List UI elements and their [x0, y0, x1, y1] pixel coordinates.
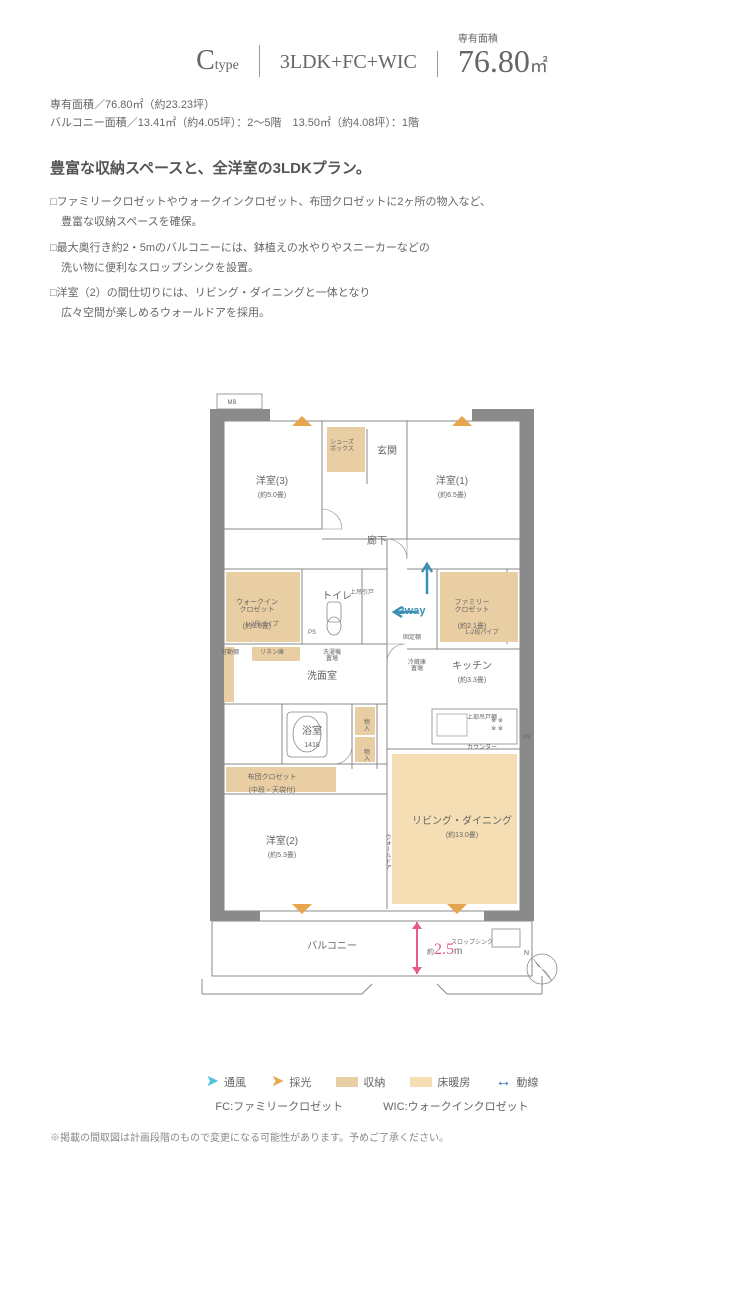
feature-item: □洋室（2）の間仕切りには、リビング・ダイニングと一体となり 広々空間が楽しめる…	[50, 284, 694, 324]
svg-text:ウォールドア: ウォールドア	[384, 834, 391, 870]
svg-text:※ ※: ※ ※	[491, 725, 503, 732]
svg-text:(約2.1畳): (約2.1畳)	[458, 621, 486, 630]
svg-text:シューズボックス: シューズボックス	[330, 438, 354, 453]
legend-item: ↔ 動線	[495, 1074, 538, 1090]
type-letter: C	[196, 45, 215, 76]
svg-text:PS: PS	[308, 630, 316, 636]
svg-text:布団クロゼット: 布団クロゼット	[248, 772, 297, 781]
svg-text:バルコニー: バルコニー	[307, 940, 357, 952]
svg-text:固定棚: 固定棚	[403, 633, 421, 641]
svg-text:1418: 1418	[304, 742, 320, 749]
layout-code: 3LDK+FC+WIC	[280, 51, 438, 77]
svg-text:廊下: 廊下	[367, 534, 387, 547]
svg-text:MB: MB	[228, 400, 237, 406]
svg-text:物入: 物入	[364, 718, 370, 733]
legend-icon: ➤	[271, 1077, 284, 1087]
svg-text:上部吊戸棚: 上部吊戸棚	[467, 713, 497, 721]
legend-label: 動線	[516, 1074, 538, 1090]
svg-text:カウンター: カウンター	[467, 743, 497, 751]
svg-text:上吊引戸: 上吊引戸	[350, 588, 374, 596]
svg-text:リビング・ダイニング: リビング・ダイニング	[412, 814, 512, 827]
svg-text:洋室(3): 洋室(3)	[256, 474, 288, 487]
legend-sub: FC:ファミリークロゼット WIC:ウォークインクロゼット	[50, 1098, 694, 1114]
legend-icon	[410, 1077, 432, 1087]
svg-text:洗面室: 洗面室	[307, 669, 337, 682]
legend-item: 床暖房	[410, 1074, 470, 1090]
area-block: 専有面積 76.80㎡	[458, 30, 548, 77]
specs: 専有面積／76.80㎡（約23.23坪） バルコニー面積／13.41㎡（約4.0…	[50, 97, 694, 132]
legend-item: ➤ 通風	[206, 1074, 246, 1090]
svg-text:トイレ: トイレ	[322, 591, 352, 602]
svg-text:(約3.3畳): (約3.3畳)	[458, 675, 486, 684]
svg-text:2way: 2way	[399, 605, 427, 617]
svg-text:(約13.0畳): (約13.0畳)	[446, 830, 478, 839]
legend-item: 収納	[336, 1074, 385, 1090]
svg-text:(中段・天袋付): (中段・天袋付)	[249, 785, 296, 794]
disclaimer: ※掲載の間取図は計画段階のもので変更になる可能性があります。予めご了承ください。	[50, 1129, 694, 1144]
svg-text:スロップシンク: スロップシンク	[451, 939, 493, 946]
feature-item: □最大奥行き約2・5mのバルコニーには、鉢植えの水やりやスニーカーなどの 洗い物…	[50, 239, 694, 279]
legend-label: 通風	[224, 1074, 246, 1090]
svg-text:キッチン: キッチン	[452, 660, 492, 672]
svg-text:N: N	[524, 950, 529, 957]
svg-text:洋室(1): 洋室(1)	[436, 474, 468, 487]
type-label: Ctype	[196, 45, 260, 77]
svg-text:浴室: 浴室	[302, 724, 322, 737]
svg-text:リネン庫: リネン庫	[260, 648, 284, 656]
legend-label: 採光	[289, 1074, 311, 1090]
svg-text:物入: 物入	[364, 748, 370, 763]
area-value: 76.80㎡	[458, 45, 548, 77]
svg-text:玄関: 玄関	[377, 444, 397, 457]
legend-label: 床暖房	[437, 1074, 470, 1090]
legend-label: 収納	[363, 1074, 385, 1090]
area-unit: ㎡	[530, 56, 548, 76]
svg-text:洋室(2): 洋室(2)	[266, 834, 298, 847]
features: □ファミリークロゼットやウォークインクロゼット、布団クロゼットに2ヶ所の物入など…	[50, 193, 694, 324]
floorplan-diagram: ※ ※※ ※N洋室(3)(約5.0畳)洋室(1)(約6.5畳)玄関廊下ウォークイ…	[162, 354, 582, 1054]
svg-text:PS: PS	[523, 735, 531, 741]
legend-icon	[336, 1077, 358, 1087]
legend-icon: ↔	[495, 1077, 511, 1087]
svg-text:ファミリークロゼット: ファミリークロゼット	[455, 598, 490, 614]
svg-text:L-2段パイプ: L-2段パイプ	[466, 628, 499, 636]
legend-icon: ➤	[206, 1077, 219, 1087]
svg-text:可動棚: 可動棚	[221, 648, 239, 656]
svg-text:L-2段パイプ: L-2段パイプ	[246, 620, 279, 628]
legend-item: ➤ 採光	[271, 1074, 311, 1090]
header: Ctype 3LDK+FC+WIC 専有面積 76.80㎡	[50, 30, 694, 77]
svg-text:(約5.0畳): (約5.0畳)	[258, 490, 286, 499]
legend-sub-item: WIC:ウォークインクロゼット	[383, 1098, 528, 1114]
spec-line-1: 専有面積／76.80㎡（約23.23坪）	[50, 97, 694, 115]
svg-text:(約5.3畳): (約5.3畳)	[268, 850, 296, 859]
legend: ➤ 通風 ➤ 採光 収納 床暖房 ↔ 動線	[50, 1074, 694, 1090]
type-suffix: type	[215, 58, 239, 73]
area-number: 76.80	[458, 43, 530, 79]
feature-item: □ファミリークロゼットやウォークインクロゼット、布団クロゼットに2ヶ所の物入など…	[50, 193, 694, 233]
spec-line-2: バルコニー面積／13.41㎡（約4.05坪）：2〜5階 13.50㎡（約4.08…	[50, 115, 694, 133]
svg-text:ウォークインクロゼット: ウォークインクロゼット	[236, 598, 278, 614]
headline: 豊富な収納スペースと、全洋室の3LDKプラン。	[50, 157, 694, 178]
legend-sub-item: FC:ファミリークロゼット	[215, 1098, 343, 1114]
svg-text:(約6.5畳): (約6.5畳)	[438, 490, 466, 499]
